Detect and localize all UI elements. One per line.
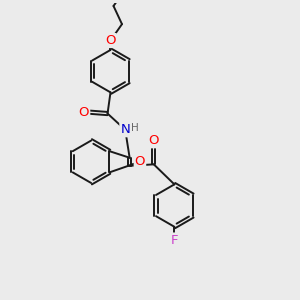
Text: O: O bbox=[105, 34, 116, 47]
Text: O: O bbox=[79, 106, 89, 118]
Text: O: O bbox=[148, 134, 159, 147]
Text: F: F bbox=[171, 233, 178, 247]
Text: N: N bbox=[120, 123, 130, 136]
Text: H: H bbox=[131, 123, 139, 133]
Text: O: O bbox=[135, 155, 145, 168]
